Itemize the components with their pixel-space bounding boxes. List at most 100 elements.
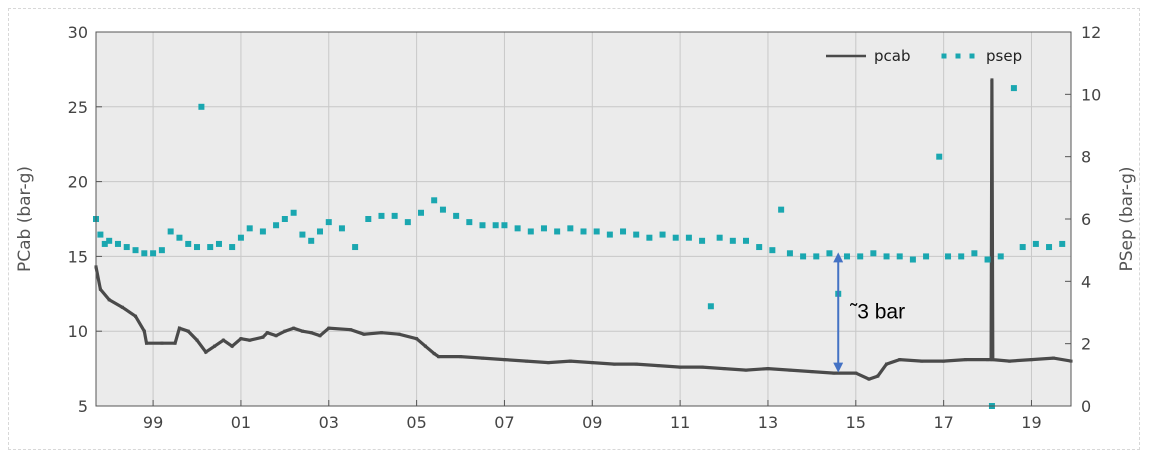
x-tick-label: 99 [143,413,163,432]
right-tick-label: 0 [1081,397,1091,416]
x-tick-label: 05 [406,413,426,432]
psep-point [378,212,385,219]
pcab-point [700,365,704,369]
psep-point [984,256,991,263]
psep-point [514,225,521,232]
pcab-point [964,358,968,362]
x-tick-label: 19 [1021,413,1041,432]
x-tick-label: 01 [231,413,251,432]
psep-point [870,250,877,257]
psep-point [352,244,359,251]
psep-point [97,231,104,238]
pcab-point [309,331,313,335]
pcab-point [145,341,149,345]
pcab-point [568,359,572,363]
psep-point [826,250,833,257]
psep-point [554,228,561,235]
psep-point [699,237,706,244]
psep-point [439,206,446,213]
pcab-point [186,329,190,333]
x-tick-label: 17 [933,413,953,432]
psep-point [923,253,930,260]
psep-point [290,209,297,216]
pcab-point [230,344,234,348]
left-tick-label: 10 [68,322,88,341]
psep-point [1019,244,1026,251]
pcab-point [379,331,383,335]
pcab-point [942,359,946,363]
right-tick-label: 8 [1081,148,1091,167]
pcab-point [832,371,836,375]
psep-point [971,250,978,257]
legend-psep-swatch [941,53,975,59]
psep-point [308,237,315,244]
pcab-point [415,337,419,341]
pcab-point [160,341,164,345]
psep-point [769,247,776,254]
pcab-point [546,361,550,365]
psep-point [646,234,653,241]
psep-point [800,253,807,260]
pcab-point [991,358,995,362]
psep-point [716,234,723,241]
psep-point [778,206,785,213]
pcab-point [867,377,871,381]
psep-point [633,231,640,238]
psep-point [479,222,486,229]
psep-point [1059,240,1066,247]
pcab-point [107,298,111,302]
psep-point [786,250,793,257]
psep-point [123,244,130,251]
pcab-point [204,350,208,354]
pcab-point [885,362,889,366]
psep-point [418,209,424,216]
pcab-point [524,359,528,363]
pcab-point [397,332,401,336]
psep-point [620,228,627,235]
pcab-point [195,338,199,342]
psep-point [540,225,547,232]
x-tick-label: 03 [319,413,339,432]
pcab-point [1029,358,1033,362]
psep-point [150,250,157,257]
psep-point [237,234,244,241]
right-tick-label: 2 [1081,335,1091,354]
legend: pcab psep [826,47,1022,65]
legend-psep-dot [969,53,975,59]
psep-point [273,222,280,229]
psep-point [185,240,192,247]
psep-point [813,253,820,260]
psep-point [492,222,499,229]
psep-point [132,247,139,254]
psep-point [114,240,121,247]
psep-point [101,240,108,247]
x-axis-ticks: 99 01 03 05 07 09 11 13 15 17 19 [143,400,1042,432]
pcab-point [678,365,682,369]
pcab-point [221,338,225,342]
psep-point [958,253,965,260]
pcab-point [300,329,304,333]
psep-point [527,228,534,235]
psep-point [997,253,1004,260]
psep-point [259,228,266,235]
psep-point [158,247,165,254]
psep-point [431,197,438,204]
pcab-point [590,361,594,365]
legend-pcab-label: pcab [874,47,910,65]
right-tick-label: 4 [1081,272,1091,291]
pcab-point [766,367,770,371]
psep-point [365,216,372,222]
psep-point [404,219,411,226]
pcab-point [722,367,726,371]
left-axis-title: PCab (bar-g) [15,166,35,272]
psep-point [896,253,903,260]
pcab-point [134,314,138,318]
psep-point [936,153,943,160]
x-tick-label: 13 [758,413,778,432]
pcab-point [634,362,638,366]
pcab-point [239,337,243,341]
psep-point [1046,244,1053,251]
psep-point [593,228,600,235]
psep-point [167,228,174,235]
